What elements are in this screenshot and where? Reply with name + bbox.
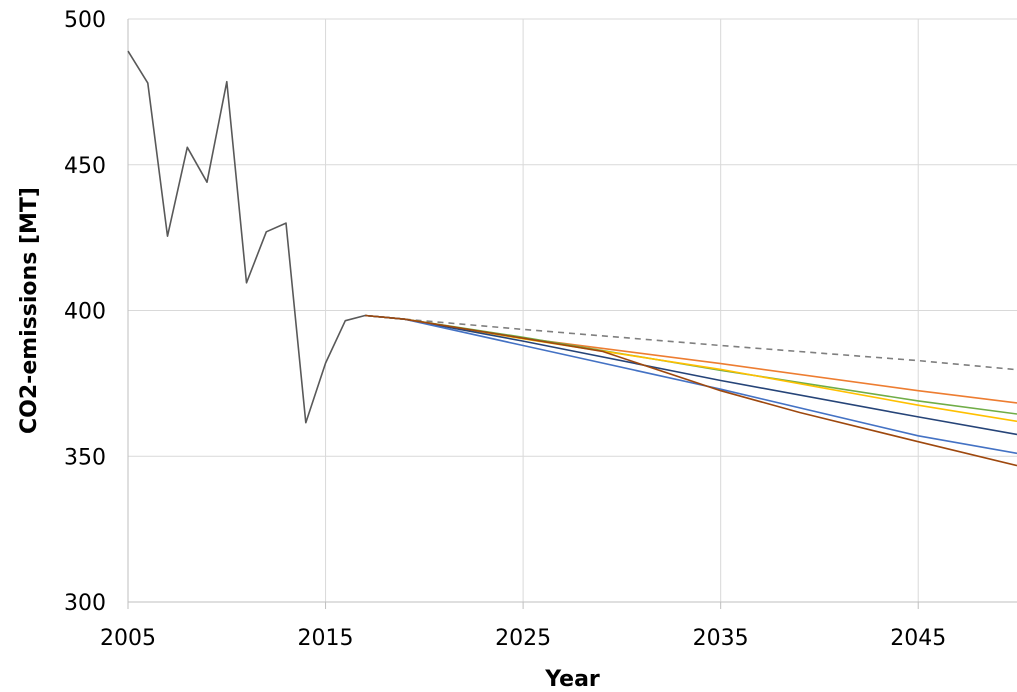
y-tick-label: 500 [64, 8, 106, 33]
y-tick-label: 300 [64, 591, 106, 616]
series-line-6 [365, 314, 1017, 436]
x-tick-label: 2005 [100, 626, 156, 651]
series-line-8 [365, 314, 1017, 467]
grid-lines [128, 18, 1017, 602]
series-line-7 [365, 314, 1017, 455]
x-tick-label: 2035 [693, 626, 749, 651]
x-axis-title: Year [544, 667, 600, 692]
series-line-1 [127, 50, 405, 424]
axes [127, 19, 1017, 609]
x-tick-label: 2015 [298, 626, 354, 651]
y-tick-label: 350 [64, 445, 106, 470]
y-tick-label: 400 [64, 300, 106, 325]
series-line-2 [404, 318, 1017, 371]
tick-labels: 300 350 400 450 500 2005 2015 2025 2035 2045 [64, 8, 946, 651]
x-tick-label: 2025 [495, 626, 551, 651]
series-lines [127, 50, 1017, 467]
y-axis-title: CO2-emissions [MT] [17, 187, 42, 434]
x-tick-label: 2045 [890, 626, 946, 651]
y-tick-label: 450 [64, 154, 106, 179]
